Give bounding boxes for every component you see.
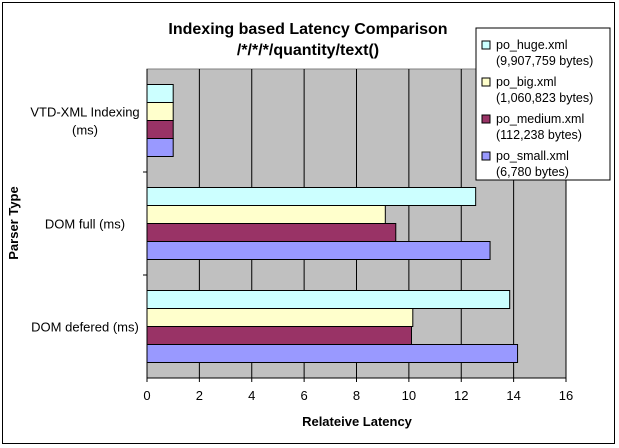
x-tick-label: 8 (353, 388, 360, 403)
legend-series-name: po_medium.xml (496, 112, 584, 126)
x-tick-label: 14 (506, 388, 520, 403)
chart-title: Indexing based Latency Comparison (168, 21, 447, 38)
bar (146, 187, 477, 206)
bar (146, 223, 397, 242)
bar (146, 84, 174, 103)
legend-series-size: (9,907,759 bytes) (496, 54, 593, 68)
bar (146, 290, 511, 309)
x-tick-label: 6 (301, 388, 308, 403)
x-tick-label: 10 (402, 388, 416, 403)
chart-canvas: Indexing based Latency Comparison /*/*/*… (6, 21, 611, 429)
legend-swatch (481, 77, 491, 87)
legend-swatch (481, 114, 491, 124)
category-label: (ms) (72, 123, 98, 138)
x-tick-label: 16 (559, 388, 573, 403)
legend-series-size: (6,780 bytes) (496, 165, 569, 179)
x-tick-label: 12 (454, 388, 468, 403)
category-label: DOM defered (ms) (31, 320, 139, 335)
legend-series-name: po_big.xml (496, 75, 556, 89)
x-tick-label: 0 (143, 388, 150, 403)
legend-series-name: po_small.xml (496, 149, 569, 163)
chart-frame: Indexing based Latency Comparison /*/*/*… (2, 2, 615, 444)
legend-series-size: (1,060,823 bytes) (496, 91, 593, 105)
legend-swatch (481, 151, 491, 161)
chart-subtitle: /*/*/*/quantity/text() (237, 42, 379, 59)
x-axis-title: Relateive Latency (302, 414, 413, 429)
y-axis-title: Parser Type (6, 186, 21, 259)
legend-series-size: (112,238 bytes) (496, 128, 582, 142)
bar (146, 344, 519, 363)
bar (146, 326, 412, 345)
x-tick-label: 2 (196, 388, 203, 403)
bar (146, 205, 386, 224)
legend: po_huge.xml (9,907,759 bytes) po_big.xml (1… (475, 27, 611, 181)
x-tick-label: 4 (248, 388, 255, 403)
bar (146, 120, 174, 139)
category-label: VTD-XML Indexing (30, 105, 139, 120)
bar (146, 102, 174, 121)
category-label: DOM full (ms) (45, 217, 125, 232)
legend-swatch (481, 40, 491, 50)
bar (146, 308, 414, 327)
legend-box (475, 27, 611, 181)
bar (146, 138, 174, 157)
legend-series-name: po_huge.xml (496, 38, 568, 52)
bar (146, 241, 491, 260)
